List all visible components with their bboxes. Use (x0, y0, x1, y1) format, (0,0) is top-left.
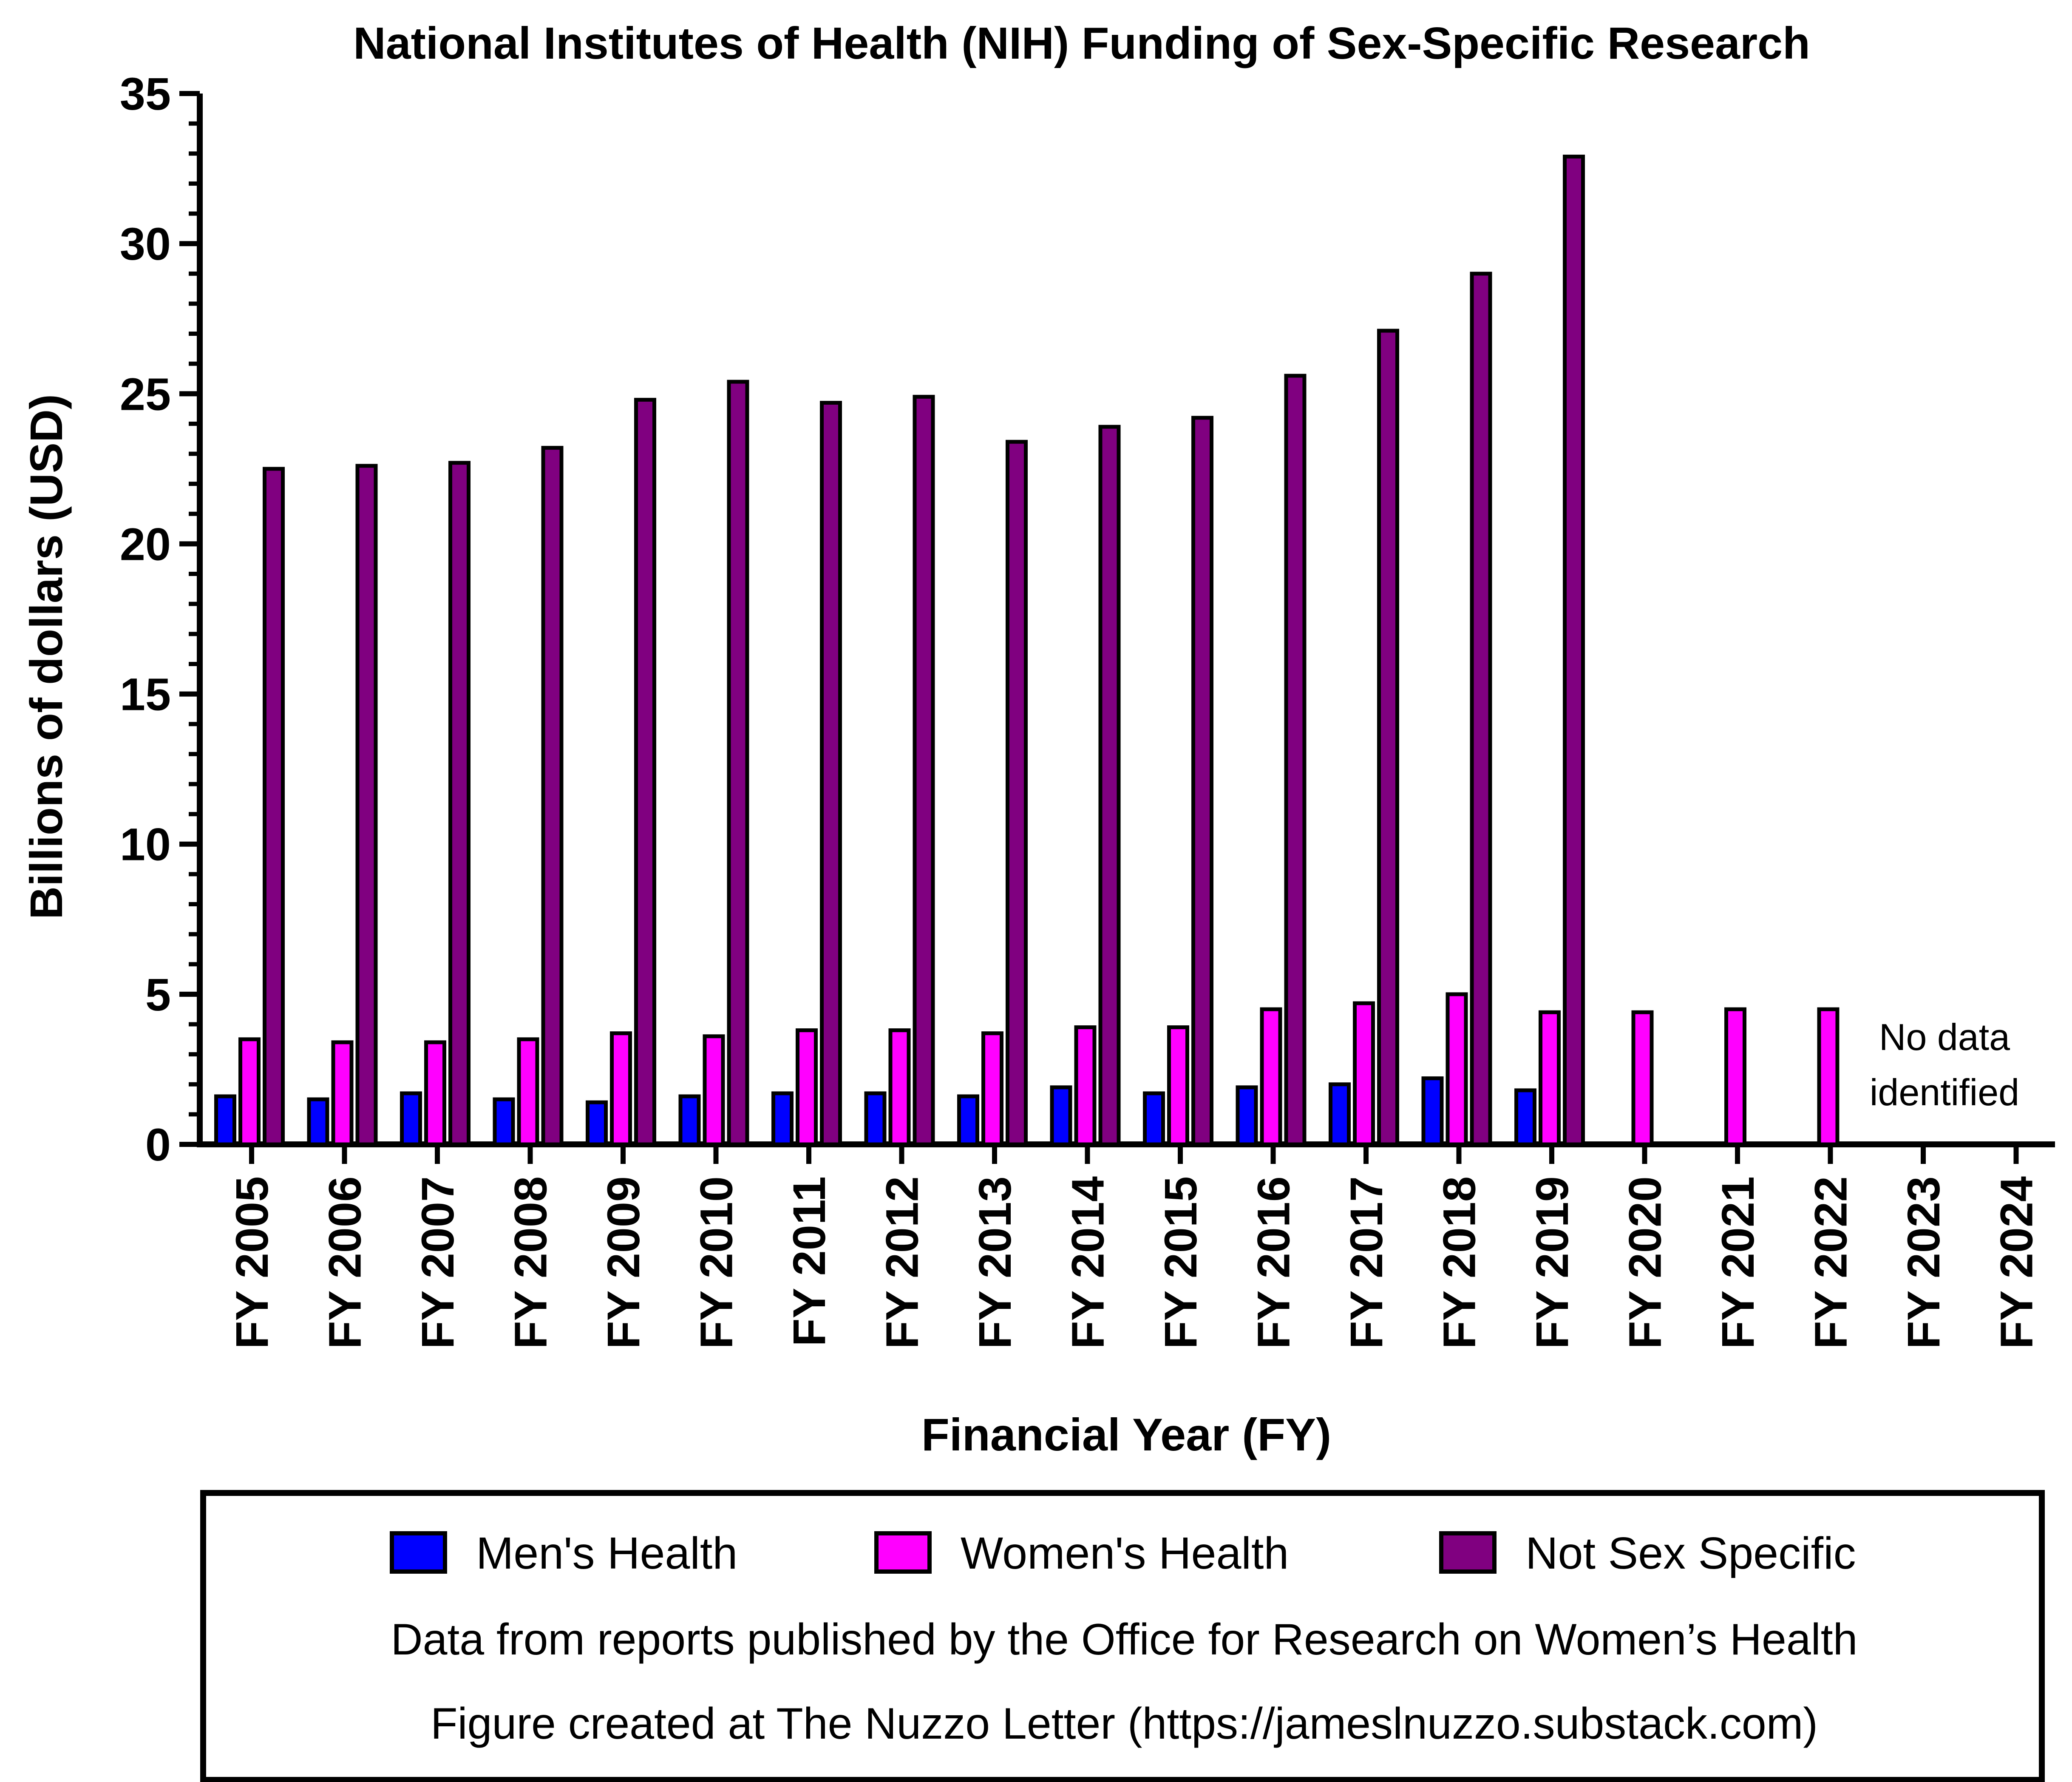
bar-women-s-health-fy-2006 (331, 1040, 354, 1146)
legend-label-women-s-health: Women's Health (961, 1528, 1289, 1578)
bar-women-s-health-fy-2013 (981, 1031, 1003, 1146)
bar-women-s-health-fy-2018 (1446, 992, 1468, 1146)
bar-men-s-health-fy-2010 (678, 1094, 701, 1146)
bar-not-sex-specific-fy-2010 (727, 380, 749, 1146)
x-tick-label: FY 2014 (1062, 1176, 1114, 1349)
legend-label-men-s-health: Men's Health (476, 1528, 737, 1578)
bar-not-sex-specific-fy-2011 (820, 400, 842, 1146)
bar-men-s-health-fy-2007 (400, 1091, 422, 1146)
y-axis-label: Billions of dollars (USD) (20, 394, 72, 919)
x-tick-label: FY 2010 (691, 1176, 742, 1349)
x-tick-label: FY 2024 (1991, 1176, 2042, 1349)
bar-women-s-health-fy-2010 (703, 1034, 725, 1146)
x-tick-label: FY 2016 (1248, 1176, 1299, 1349)
bar-not-sex-specific-fy-2015 (1191, 416, 1213, 1146)
bar-not-sex-specific-fy-2017 (1377, 329, 1399, 1146)
x-tick-label: FY 2006 (319, 1176, 371, 1349)
x-tick-label: FY 2018 (1434, 1176, 1485, 1349)
bar-women-s-health-fy-2009 (610, 1031, 632, 1146)
y-tick-label: 15 (120, 669, 171, 720)
legend-swatch-women-s-health (874, 1531, 932, 1574)
bar-women-s-health-fy-2021 (1724, 1007, 1746, 1146)
bar-men-s-health-fy-2015 (1143, 1091, 1165, 1146)
bar-women-s-health-fy-2012 (888, 1028, 911, 1146)
x-tick-label: FY 2020 (1619, 1176, 1671, 1349)
bar-women-s-health-fy-2014 (1074, 1025, 1097, 1146)
bar-women-s-health-fy-2015 (1167, 1025, 1189, 1146)
bar-not-sex-specific-fy-2005 (263, 467, 285, 1146)
bar-men-s-health-fy-2009 (586, 1100, 608, 1146)
x-axis-label: Financial Year (FY) (921, 1409, 1331, 1460)
bar-women-s-health-fy-2019 (1539, 1010, 1561, 1146)
x-tick-label: FY 2019 (1526, 1176, 1578, 1349)
bar-not-sex-specific-fy-2006 (355, 464, 378, 1146)
bar-men-s-health-fy-2005 (214, 1094, 236, 1146)
y-tick-label: 5 (145, 969, 171, 1020)
annotation-line-1: No data (1879, 1016, 2010, 1058)
y-tick-label: 10 (120, 819, 171, 870)
bar-not-sex-specific-fy-2008 (541, 446, 564, 1146)
x-tick-label: FY 2012 (876, 1176, 928, 1349)
x-tick-label: FY 2011 (783, 1176, 835, 1346)
x-tick-labels: FY 2005 FY 2006 FY 2007 FY 2008 FY 2009 FY 20… (226, 1144, 2042, 1349)
x-tick-label: FY 2005 (226, 1176, 278, 1349)
bar-men-s-health-fy-2018 (1421, 1076, 1444, 1146)
annotation-line-2: identified (1870, 1071, 2019, 1113)
x-tick-label: FY 2013 (969, 1176, 1020, 1349)
bar-women-s-health-fy-2017 (1353, 1001, 1375, 1146)
x-tick-label: FY 2009 (598, 1176, 649, 1349)
legend-box (200, 1490, 2045, 1782)
x-tick-label: FY 2022 (1805, 1176, 1857, 1349)
axes: 0 5 10 15 20 25 30 35 (120, 68, 2055, 1170)
bar-men-s-health-fy-2012 (864, 1091, 887, 1146)
bar-not-sex-specific-fy-2012 (913, 394, 935, 1146)
bar-not-sex-specific-fy-2019 (1563, 154, 1585, 1146)
bar-men-s-health-fy-2013 (957, 1094, 979, 1146)
bar-women-s-health-fy-2016 (1260, 1007, 1282, 1146)
x-tick-label: FY 2023 (1898, 1176, 1949, 1349)
y-tick-label: 20 (120, 518, 171, 570)
bar-men-s-health-fy-2006 (307, 1097, 329, 1146)
x-tick-label: FY 2007 (412, 1176, 463, 1349)
bar-not-sex-specific-fy-2009 (634, 397, 656, 1146)
bar-not-sex-specific-fy-2014 (1098, 425, 1121, 1146)
bar-women-s-health-fy-2005 (238, 1037, 261, 1146)
bar-men-s-health-fy-2016 (1236, 1085, 1258, 1146)
bar-not-sex-specific-fy-2016 (1284, 374, 1307, 1146)
legend-label-not-sex-specific: Not Sex Specific (1525, 1528, 1856, 1578)
bar-not-sex-specific-fy-2007 (448, 461, 471, 1146)
legend: Men's Health Women's Health Not Sex Specif… (390, 1528, 1856, 1578)
bar-not-sex-specific-fy-2018 (1470, 272, 1492, 1146)
chart-title: National Institutes of Health (NIH) Fund… (353, 18, 1810, 68)
y-tick-label: 30 (120, 218, 171, 270)
bar-men-s-health-fy-2019 (1514, 1088, 1536, 1146)
bar-women-s-health-fy-2011 (796, 1028, 818, 1146)
credit-note: Figure created at The Nuzzo Letter (http… (431, 1699, 1818, 1748)
legend-swatch-not-sex-specific (1439, 1531, 1497, 1574)
y-tick-label: 25 (120, 368, 171, 420)
bar-men-s-health-fy-2017 (1329, 1082, 1351, 1146)
y-tick-label: 35 (120, 68, 171, 119)
bars (214, 154, 1840, 1146)
bar-women-s-health-fy-2020 (1631, 1010, 1654, 1146)
bar-men-s-health-fy-2014 (1050, 1085, 1072, 1146)
bar-not-sex-specific-fy-2013 (1006, 440, 1028, 1146)
y-tick-label: 0 (145, 1119, 171, 1170)
legend-swatch-men-s-health (390, 1531, 447, 1574)
bar-men-s-health-fy-2011 (771, 1091, 794, 1146)
bar-women-s-health-fy-2022 (1817, 1007, 1840, 1146)
bar-men-s-health-fy-2008 (493, 1097, 515, 1146)
source-note: Data from reports published by the Offic… (391, 1615, 1857, 1664)
x-tick-label: FY 2021 (1712, 1176, 1763, 1349)
x-tick-label: FY 2008 (505, 1176, 556, 1349)
x-tick-label: FY 2015 (1155, 1176, 1206, 1349)
x-tick-label: FY 2017 (1341, 1176, 1392, 1349)
bar-women-s-health-fy-2008 (517, 1037, 539, 1146)
bar-women-s-health-fy-2007 (424, 1040, 446, 1146)
